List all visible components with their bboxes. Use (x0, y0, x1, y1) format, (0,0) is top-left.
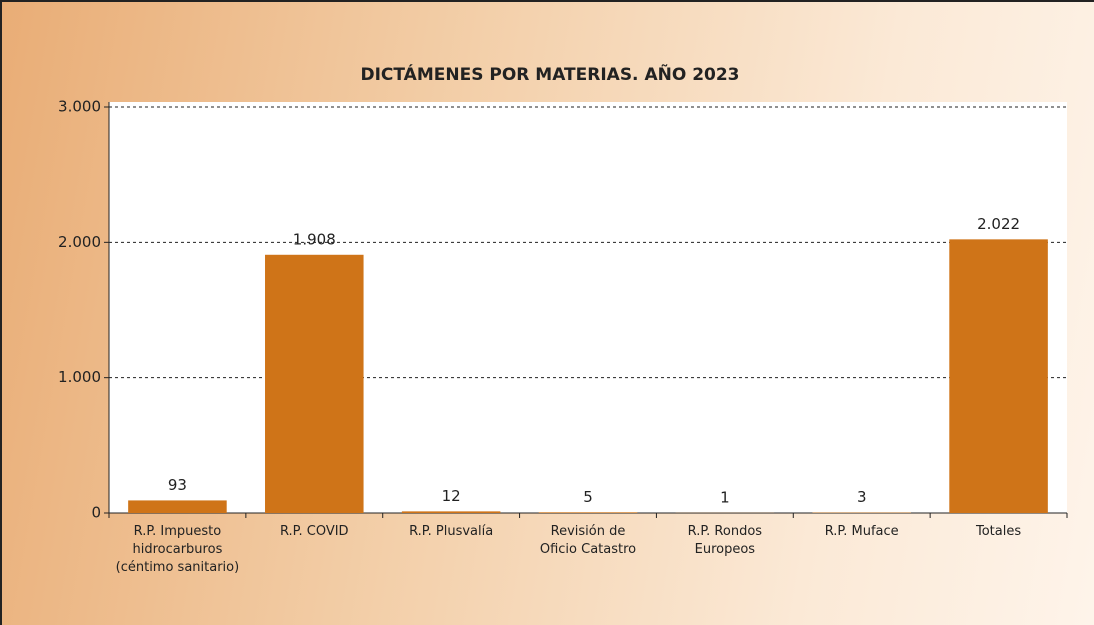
data-label: 5 (583, 488, 593, 506)
data-label: 1.908 (293, 230, 336, 248)
bar (538, 512, 638, 513)
x-tick-label: R.P. Impuesto hidrocarburos (céntimo san… (115, 524, 240, 575)
y-tick-label: 0 (91, 504, 101, 522)
bar (265, 254, 364, 513)
chart-title: DICTÁMENES POR MATERIAS. AÑO 2023 (360, 62, 739, 85)
x-tick-label: R.P. Rondos Europeos (687, 524, 763, 557)
plot-area (109, 102, 1067, 513)
x-tick-label: Revisión de Oficio Catastro (539, 524, 637, 557)
x-tick-label: Totales (975, 524, 1022, 539)
data-label: 2.022 (977, 215, 1020, 233)
bar (949, 239, 1048, 513)
data-label: 12 (442, 487, 461, 505)
data-label: 3 (857, 488, 867, 506)
y-tick-label: 2.000 (58, 233, 101, 251)
y-tick-label: 1.000 (58, 368, 101, 386)
data-label: 93 (168, 476, 187, 494)
y-tick-label: 3.000 (58, 98, 101, 116)
x-tick-label: R.P. Plusvalía (409, 524, 494, 539)
bar (128, 500, 227, 513)
x-tick-label: R.P. COVID (279, 524, 349, 539)
data-label: 1 (720, 488, 730, 506)
bar (401, 511, 501, 513)
x-tick-label: R.P. Muface (824, 524, 899, 539)
